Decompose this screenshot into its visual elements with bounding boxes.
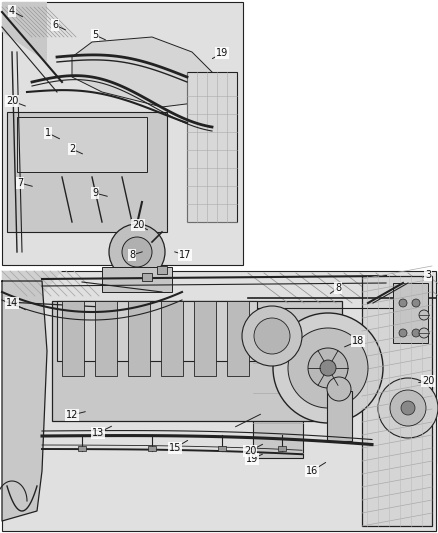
Bar xyxy=(95,301,117,376)
Text: 5: 5 xyxy=(92,30,98,40)
Text: 20: 20 xyxy=(422,376,434,386)
Bar xyxy=(187,72,237,222)
Circle shape xyxy=(288,328,368,408)
Bar xyxy=(7,112,167,232)
Bar xyxy=(393,283,428,343)
Bar xyxy=(278,446,286,451)
Circle shape xyxy=(419,328,429,338)
Polygon shape xyxy=(2,281,47,521)
Bar xyxy=(218,446,226,451)
Bar xyxy=(142,273,152,281)
Circle shape xyxy=(242,306,302,366)
Circle shape xyxy=(378,378,438,438)
Text: 15: 15 xyxy=(169,443,181,453)
Bar xyxy=(194,301,216,376)
Text: 7: 7 xyxy=(17,178,23,188)
Polygon shape xyxy=(72,37,222,107)
Bar xyxy=(78,446,86,451)
Bar xyxy=(128,301,150,376)
Text: 1: 1 xyxy=(45,128,51,138)
Circle shape xyxy=(399,299,407,307)
Bar xyxy=(57,301,257,361)
Circle shape xyxy=(109,224,165,280)
Bar xyxy=(157,266,167,274)
Text: 13: 13 xyxy=(92,428,104,438)
Text: 8: 8 xyxy=(129,250,135,260)
Circle shape xyxy=(273,313,383,423)
Circle shape xyxy=(327,377,351,401)
Text: 14: 14 xyxy=(6,298,18,308)
Bar xyxy=(62,301,84,376)
Text: 19: 19 xyxy=(216,48,228,58)
Bar xyxy=(253,303,303,458)
Circle shape xyxy=(412,299,420,307)
Text: 2: 2 xyxy=(69,144,75,154)
Bar xyxy=(17,117,147,172)
Circle shape xyxy=(122,237,152,267)
Bar xyxy=(327,391,352,441)
Bar xyxy=(2,271,436,531)
Text: 12: 12 xyxy=(66,410,78,420)
Circle shape xyxy=(254,318,290,354)
Bar xyxy=(227,301,249,376)
Circle shape xyxy=(412,329,420,337)
Text: 18: 18 xyxy=(352,336,364,346)
Bar xyxy=(362,276,432,526)
Bar xyxy=(148,446,156,451)
Bar xyxy=(52,301,342,421)
Circle shape xyxy=(401,401,415,415)
Circle shape xyxy=(320,360,336,376)
Text: 6: 6 xyxy=(52,20,58,30)
Text: 3: 3 xyxy=(425,270,431,280)
Text: 16: 16 xyxy=(306,466,318,476)
Circle shape xyxy=(308,348,348,388)
Text: 19: 19 xyxy=(246,454,258,464)
Text: 20: 20 xyxy=(132,220,144,230)
Text: 20: 20 xyxy=(6,96,18,106)
Text: 9: 9 xyxy=(92,188,98,198)
Text: 17: 17 xyxy=(179,250,191,260)
Circle shape xyxy=(399,329,407,337)
Circle shape xyxy=(419,310,429,320)
Bar xyxy=(2,2,243,265)
Circle shape xyxy=(390,390,426,426)
Polygon shape xyxy=(2,2,47,62)
Text: 8: 8 xyxy=(335,283,341,293)
Text: 4: 4 xyxy=(9,6,15,16)
Bar xyxy=(161,301,183,376)
Bar xyxy=(102,267,172,292)
Text: 20: 20 xyxy=(244,446,256,456)
Polygon shape xyxy=(2,271,62,301)
Bar xyxy=(248,273,436,463)
